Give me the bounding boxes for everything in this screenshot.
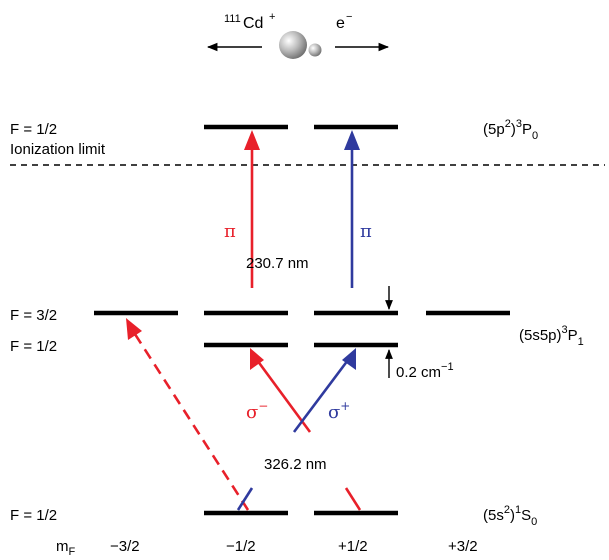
sigma-plus-transition	[292, 359, 350, 433]
excitation-wavelength-label: 326.2 nm	[264, 456, 327, 473]
electron-sphere-icon	[308, 43, 322, 57]
mf-value-plus-3half: +3/2	[448, 538, 478, 555]
ion-charge: +	[269, 11, 275, 23]
electron-charge: −	[346, 11, 352, 23]
electron-symbol: e	[336, 15, 345, 32]
sigma-minus-forbidden-arrowhead	[126, 318, 142, 340]
electron-label: e −	[336, 11, 352, 32]
sigma-plus-transition-lower	[236, 487, 254, 511]
ionization-f-label: F = 1/2	[10, 121, 57, 138]
sigma-plus-arrowhead	[342, 348, 356, 370]
mf-axis-label: mF	[56, 538, 76, 558]
sigma-minus-label: σ−	[246, 399, 268, 423]
state-3p1-label: (5s5p)3P1	[519, 324, 584, 348]
state-3p0-label: (5p2)3P0	[483, 118, 538, 142]
mf-value-minus-half: −1/2	[226, 538, 256, 555]
sigma-minus-forbidden-transition	[131, 330, 250, 511]
ion-mass-number: 111	[224, 13, 241, 25]
ionizing-wavelength-label: 230.7 nm	[246, 255, 309, 272]
state-1s0-label: (5s2)1S0	[483, 504, 537, 528]
ion-label: 111 Cd +	[224, 11, 275, 32]
pi-arrowhead-left	[244, 130, 260, 150]
ground-f-label: F = 1/2	[10, 507, 57, 524]
sigma-minus-transition	[255, 359, 312, 433]
pi-label-right: π	[360, 221, 372, 242]
mf-value-minus-3half: −3/2	[110, 538, 140, 555]
sigma-minus-transition-lower	[344, 487, 362, 511]
ion-symbol: Cd	[243, 15, 263, 32]
ionization-limit-label: Ionization limit	[10, 141, 106, 158]
mf-value-plus-half: +1/2	[338, 538, 368, 555]
ion-sphere-icon	[279, 31, 307, 59]
sigma-plus-label: σ+	[328, 399, 350, 423]
pi-arrowhead-right	[344, 130, 360, 150]
intermediate-f-lower-label: F = 1/2	[10, 338, 57, 355]
intermediate-f-upper-label: F = 3/2	[10, 307, 57, 324]
pi-label-left: π	[224, 221, 236, 242]
sigma-minus-arrowhead	[250, 348, 264, 370]
splitting-label: 0.2 cm−1	[396, 361, 454, 381]
